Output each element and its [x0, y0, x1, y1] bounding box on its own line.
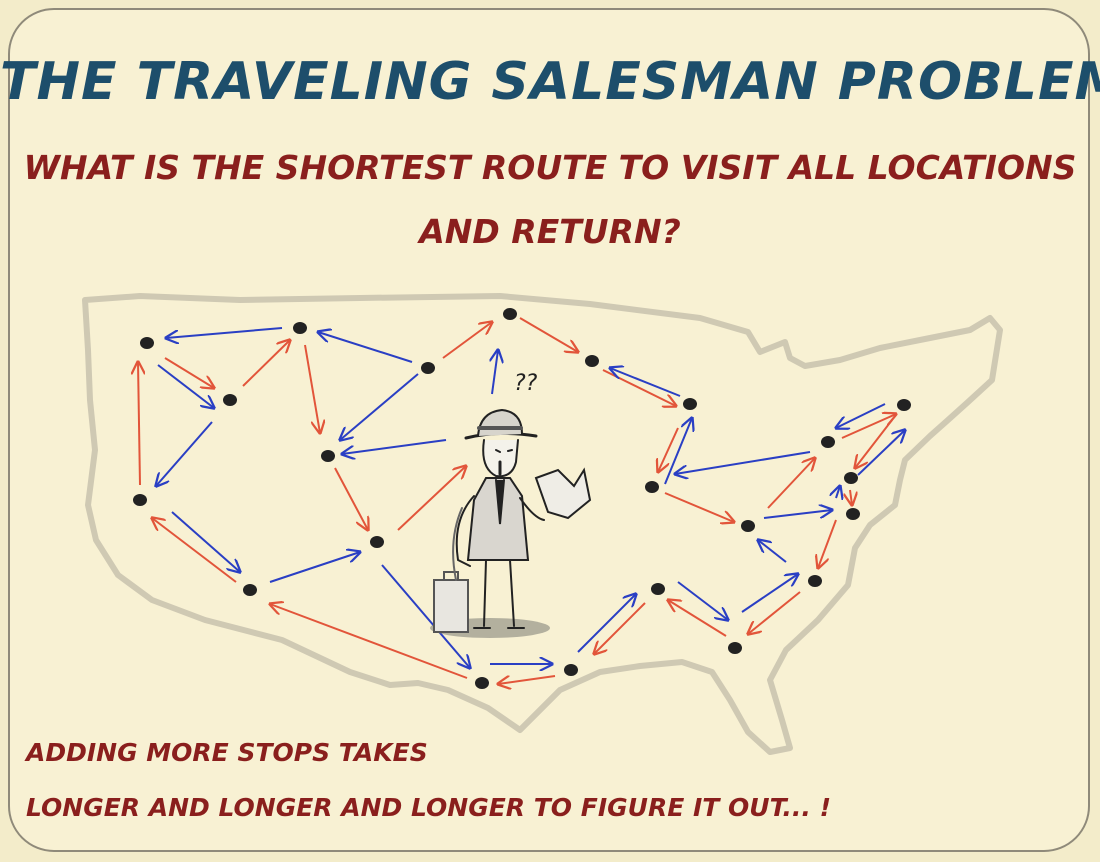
city-dot: [645, 481, 659, 493]
city-dot: [321, 450, 335, 462]
city-dot: [808, 575, 822, 587]
city-dot: [243, 584, 257, 596]
question-line-2: AND RETURN?: [419, 212, 681, 251]
city-dot: [133, 494, 147, 506]
city-dot: [683, 398, 697, 410]
blue-route-arrows: [156, 327, 905, 668]
illustration-card: [8, 8, 1090, 852]
suitcase: [433, 579, 469, 633]
city-dot: [293, 322, 307, 334]
confused-marks: ??: [514, 371, 538, 396]
city-dot: [651, 583, 665, 595]
folded-map: [534, 467, 592, 520]
city-dot: [223, 394, 237, 406]
city-dot: [585, 355, 599, 367]
city-dot: [728, 642, 742, 654]
salesman-figure: [430, 408, 592, 638]
city-dots: [133, 308, 911, 689]
city-dot: [140, 337, 154, 349]
question-line-1: WHAT IS THE SHORTEST ROUTE TO VISIT ALL …: [23, 148, 1077, 187]
city-dot: [503, 308, 517, 320]
red-route-arrows: [138, 317, 896, 684]
city-dot: [821, 436, 835, 448]
city-dot: [846, 508, 860, 520]
city-dot: [370, 536, 384, 548]
footer-line-2: LONGER AND LONGER AND LONGER TO FIGURE I…: [26, 793, 832, 822]
city-dot: [741, 520, 755, 532]
city-dot: [475, 677, 489, 689]
city-dot: [564, 664, 578, 676]
footer-line-1: ADDING MORE STOPS TAKES: [26, 738, 428, 767]
city-dot: [844, 472, 858, 484]
us-map-outline: [82, 293, 1003, 755]
city-dot: [897, 399, 911, 411]
page-title: THE TRAVELING SALESMAN PROBLEM: [0, 52, 1100, 112]
city-dot: [421, 362, 435, 374]
